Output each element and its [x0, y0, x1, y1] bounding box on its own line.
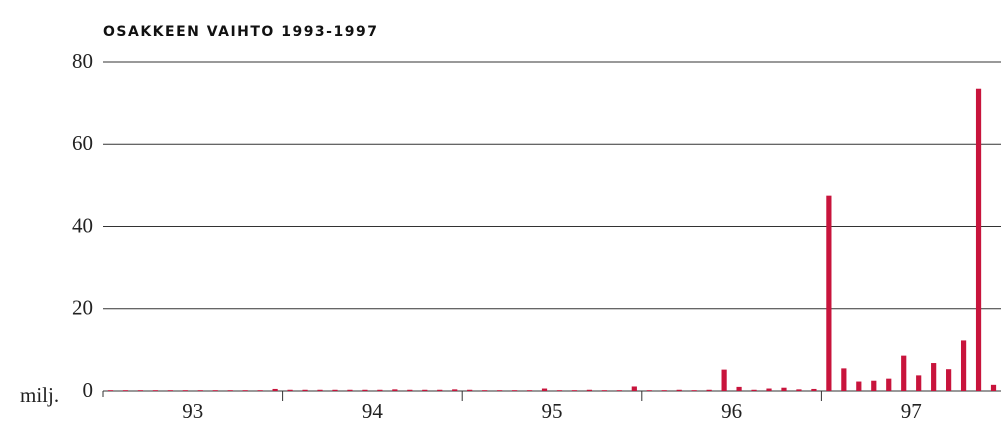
y-tick-label: 40 [72, 213, 93, 237]
bar [901, 355, 907, 391]
x-tick-label: 96 [721, 399, 742, 423]
bar [257, 390, 263, 391]
bar [960, 340, 967, 391]
bar [601, 390, 607, 391]
bar [676, 389, 682, 391]
bar [317, 389, 323, 391]
bar [886, 378, 892, 391]
bar [541, 388, 548, 391]
bar [497, 390, 503, 391]
bar [152, 390, 158, 391]
bar [751, 389, 757, 391]
chart-title: OSAKKEEN VAIHTO 1993-1997 [103, 24, 378, 40]
bar [392, 389, 398, 391]
y-tick-label: 20 [72, 296, 93, 320]
bar [691, 390, 697, 391]
bar [811, 388, 817, 391]
x-tick-label: 94 [362, 399, 384, 423]
bar [182, 390, 188, 391]
bar [946, 369, 952, 391]
x-tick-label: 93 [182, 399, 203, 423]
bar [107, 390, 114, 391]
bar [631, 386, 637, 391]
bar [781, 387, 787, 391]
bar [616, 390, 622, 391]
bar [302, 389, 308, 391]
bar [990, 384, 997, 391]
bar [452, 389, 458, 391]
bar [272, 388, 278, 391]
bar [227, 390, 233, 391]
bar [721, 369, 727, 391]
bar [137, 390, 144, 391]
bar [526, 390, 533, 391]
bar [826, 195, 832, 391]
bar [482, 390, 488, 391]
bar [407, 389, 413, 391]
x-tick-label: 95 [542, 399, 563, 423]
bar [586, 389, 593, 391]
bar [197, 390, 203, 391]
bar [212, 390, 218, 391]
y-tick-label: 0 [83, 378, 94, 402]
bar [242, 390, 248, 391]
bar [422, 389, 428, 391]
bar [362, 389, 368, 391]
bar [122, 390, 129, 391]
y-tick-label: 80 [72, 49, 93, 73]
bar [646, 390, 652, 391]
bar [766, 388, 772, 391]
x-tick-label: 97 [901, 399, 922, 423]
y-tick-label: 60 [72, 131, 93, 155]
bar [332, 389, 338, 391]
bar [796, 389, 802, 391]
bar [167, 390, 173, 391]
bar [287, 389, 293, 391]
y-unit-label: milj. [20, 383, 59, 407]
bar [931, 363, 937, 391]
bar [871, 380, 877, 391]
bar [571, 390, 578, 391]
bar [511, 390, 518, 391]
bar [736, 386, 742, 391]
bar [706, 389, 712, 391]
bar [377, 389, 383, 391]
bar [856, 381, 862, 391]
bar [841, 368, 847, 391]
bar [437, 389, 443, 391]
bar [975, 88, 982, 391]
bar [347, 389, 353, 391]
bar [467, 389, 473, 391]
bar [916, 375, 922, 391]
bar [556, 390, 563, 391]
bar [661, 390, 667, 391]
